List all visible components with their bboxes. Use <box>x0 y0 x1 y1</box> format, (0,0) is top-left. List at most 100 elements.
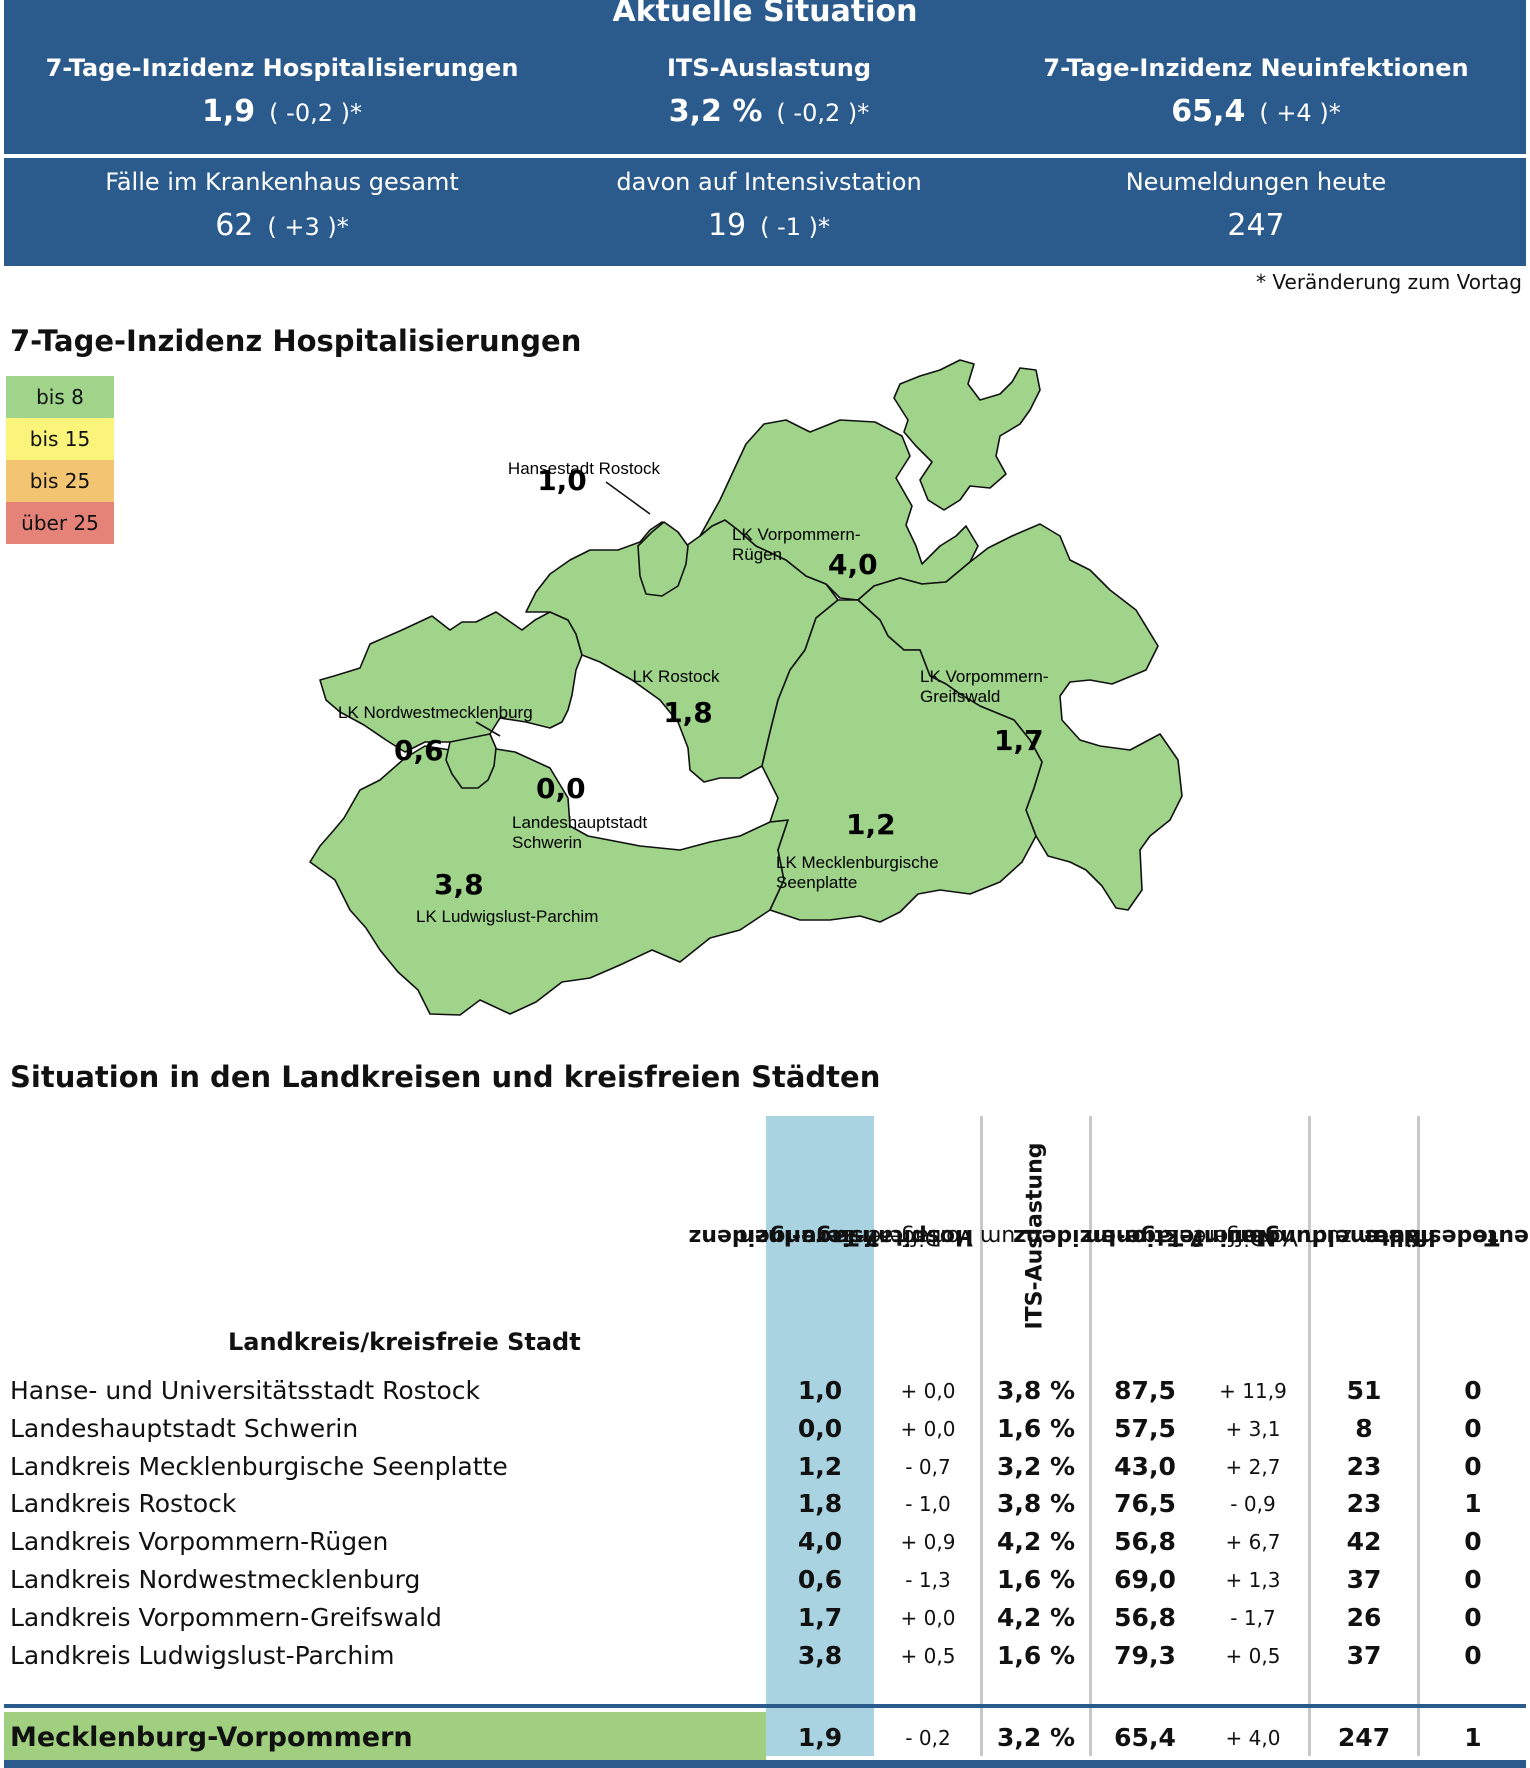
cell-neu: 23 <box>1346 1489 1382 1519</box>
total-inz: 65,4 <box>1114 1723 1176 1752</box>
cell-inz-diff: + 11,9 <box>1219 1379 1287 1403</box>
district-name: Landkreis Vorpommern-Rügen <box>10 1527 389 1557</box>
hosp-incidence-change: ( -0,2 )* <box>269 99 362 127</box>
total-row-highlight <box>4 1712 766 1760</box>
region-label-vorpommern-greifswald-2: Greifswald <box>920 687 1000 706</box>
column-divider <box>1417 1116 1420 1756</box>
total-inz-diff: + 4,0 <box>1225 1726 1281 1750</box>
table-row: Landeshauptstadt Schwerin 0,0 + 0,0 1,6 % 57… <box>0 1408 1530 1450</box>
cell-neu: 37 <box>1346 1565 1382 1594</box>
infection-incidence-card: 7-Tage-Inzidenz Neuinfektionen 65,4 ( +4 … <box>1006 54 1506 129</box>
header-deaths: Todesfälleheute <box>1374 1224 1530 1249</box>
rostock-leader-line <box>605 481 651 515</box>
column-divider <box>980 1116 983 1756</box>
hospital-cases-change: ( +3 )* <box>267 213 349 241</box>
cell-inz-diff: + 6,7 <box>1225 1530 1281 1555</box>
cell-its: 1,6 % <box>996 1413 1076 1443</box>
region-value-schwerin: 0,0 <box>536 772 586 805</box>
region-label-schwerin-1: Landeshauptstadt <box>512 813 647 832</box>
cell-its: 3,2 % <box>996 1451 1076 1481</box>
total-new-reports: 247 <box>1337 1723 1391 1752</box>
total-hosp-diff: - 0,2 <box>905 1726 951 1750</box>
cell-inz-diff: + 3,1 <box>1225 1416 1281 1441</box>
table-row: Hanse- und Universitätsstadt Rostock 1,0 +… <box>0 1370 1530 1412</box>
table-row: Landkreis Nordwestmecklenburg 0,6 - 1,3 1,6… <box>0 1559 1530 1601</box>
total-separator <box>4 1704 1526 1708</box>
cell-inz-diff: - 1,7 <box>1230 1605 1276 1630</box>
table-row: Landkreis Vorpommern-Greifswald 1,7 + 0,0 4… <box>0 1597 1530 1639</box>
infection-incidence-value-line: 65,4 ( +4 )* <box>1006 94 1506 129</box>
intensive-care-label: davon auf Intensivstation <box>616 168 922 196</box>
region-label-nordwestmecklenburg: LK Nordwestmecklenburg <box>338 703 533 722</box>
table-row: Landkreis Rostock 1,8 - 1,0 3,8 % 76,5 - 0,9 2… <box>0 1483 1530 1525</box>
hosp-incidence-column-highlight <box>766 1116 874 1756</box>
district-name: Landkreis Vorpommern-Greifswald <box>10 1602 442 1632</box>
its-card: ITS-Auslastung 3,2 % ( -0,2 )* <box>519 54 1019 129</box>
cell-neu: 42 <box>1346 1527 1382 1557</box>
cell-hosp: 4,0 <box>797 1527 843 1557</box>
cell-neu: 26 <box>1346 1602 1382 1632</box>
cell-inz-diff: + 2,7 <box>1225 1454 1281 1479</box>
intensive-care-value-line: 19 ( -1 )* <box>519 208 1019 243</box>
hospital-cases-label: Fälle im Krankenhaus gesamt <box>105 168 459 196</box>
cell-tod: 0 <box>1464 1376 1482 1405</box>
district-name: Landeshauptstadt Schwerin <box>10 1413 359 1443</box>
hospital-cases-value-line: 62 ( +3 )* <box>32 208 532 243</box>
its-value: 3,2 % <box>668 94 763 129</box>
cell-tod: 0 <box>1464 1565 1482 1594</box>
cell-hosp: 1,7 <box>797 1602 843 1632</box>
map-legend: bis 8 bis 15 bis 25 über 25 <box>6 376 114 544</box>
table-row: Landkreis Ludwigslust-Parchim 3,8 + 0,5 1,6… <box>0 1635 1530 1677</box>
map-title: 7-Tage-Inzidenz Hospitalisierungen <box>10 324 582 358</box>
hosp-incidence-value-line: 1,9 ( -0,2 )* <box>32 94 532 129</box>
legend-item-bis-15: bis 15 <box>6 418 114 460</box>
header-hosp-diff: Differenz zum Vortag <box>842 1224 1027 1249</box>
cell-tod: 0 <box>1464 1527 1482 1557</box>
new-reports-card: Neumeldungen heute 247 <box>1006 168 1506 243</box>
its-change: ( -0,2 )* <box>776 99 870 127</box>
cell-its: 1,6 % <box>996 1640 1076 1670</box>
table-bottom-bar <box>4 1760 1526 1768</box>
region-value-vorpommern-greifswald: 1,7 <box>994 724 1044 757</box>
cell-hosp: 1,2 <box>797 1451 843 1481</box>
cell-inz-diff: - 0,9 <box>1230 1492 1276 1517</box>
infection-incidence-label: 7-Tage-Inzidenz Neuinfektionen <box>1043 54 1469 82</box>
region-value-lk-rostock: 1,8 <box>663 696 713 729</box>
table-title: Situation in den Landkreisen und kreisfr… <box>10 1060 881 1094</box>
region-label-vorpommern-ruegen-2: Rügen <box>732 545 782 564</box>
region-label-schwerin-2: Schwerin <box>512 833 582 852</box>
region-nordwestmecklenburg <box>319 611 583 753</box>
district-table: 7-Tage-Inzidenz Hospitalisierungen Differ… <box>0 1116 1530 1768</box>
new-reports-value: 247 <box>1227 208 1285 243</box>
its-label: ITS-Auslastung <box>666 54 872 82</box>
region-label-mecklenburgische-seenplatte-1: LK Mecklenburgische <box>776 853 939 872</box>
cell-tod: 0 <box>1464 1640 1482 1670</box>
schwerin-leader-line <box>475 721 501 737</box>
column-divider <box>1089 1116 1092 1756</box>
total-its: 3,2 % <box>996 1723 1076 1752</box>
cell-its: 1,6 % <box>996 1565 1076 1594</box>
cell-hosp-diff: + 0,5 <box>900 1643 956 1668</box>
region-label-mecklenburgische-seenplatte-2: Seenplatte <box>776 873 857 892</box>
cell-its: 3,8 % <box>996 1376 1076 1405</box>
total-hosp: 1,9 <box>797 1723 843 1752</box>
total-name: Mecklenburg-Vorpommern <box>10 1722 413 1753</box>
region-label-ludwigslust-parchim: LK Ludwigslust-Parchim <box>416 907 598 926</box>
situation-title: Aktuelle Situation <box>612 0 918 29</box>
district-name: Landkreis Nordwestmecklenburg <box>10 1565 421 1594</box>
district-name: Landkreis Mecklenburgische Seenplatte <box>10 1451 508 1481</box>
hosp-incidence-value: 1,9 <box>202 94 256 129</box>
cell-neu: 37 <box>1346 1640 1382 1670</box>
hosp-incidence-card: 7-Tage-Inzidenz Hospitalisierungen 1,9 ( … <box>32 54 532 129</box>
cell-tod: 0 <box>1464 1451 1482 1481</box>
region-value-hansestadt-rostock: 1,0 <box>537 464 587 497</box>
region-value-nordwestmecklenburg: 0,6 <box>394 734 444 767</box>
region-label-vorpommern-greifswald-1: LK Vorpommern- <box>920 667 1049 686</box>
region-map: 1,0 Hansestadt Rostock LK Vorpommern- Rü… <box>309 359 1183 1016</box>
cell-hosp-diff: - 1,3 <box>905 1568 951 1592</box>
region-vorpommern-ruegen <box>699 359 1041 601</box>
region-mecklenburgische-seenplatte <box>761 599 1043 923</box>
cell-its: 4,2 % <box>996 1527 1076 1557</box>
cell-inz: 69,0 <box>1114 1565 1176 1594</box>
cell-inz: 76,5 <box>1114 1489 1176 1519</box>
